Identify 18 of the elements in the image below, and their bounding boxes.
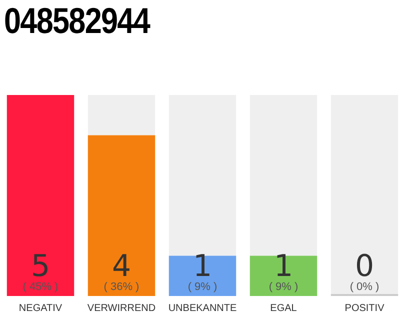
bar — [88, 135, 156, 296]
bar — [88, 95, 156, 136]
chart-title: 048582944 — [4, 0, 150, 42]
data-label: 5 ( 45% ) — [22, 249, 58, 293]
data-label: 0 ( 0% ) — [350, 249, 380, 293]
data-label: 1 ( 9% ) — [188, 249, 218, 293]
bar — [6, 95, 74, 296]
x-tick-label: EGAL — [270, 302, 298, 314]
bar — [168, 95, 236, 256]
data-label: 4 ( 36% ) — [104, 249, 140, 293]
x-tick-label: VERWIRREND — [87, 302, 156, 314]
bar — [168, 256, 236, 296]
bar — [250, 95, 318, 256]
x-tick-label: POSITIV — [344, 302, 385, 314]
bar — [250, 256, 318, 296]
data-label: 1 ( 9% ) — [268, 249, 298, 293]
x-tick-label: NEGATIV — [18, 302, 62, 314]
x-tick-label: UNBEKANNTE — [168, 302, 237, 314]
